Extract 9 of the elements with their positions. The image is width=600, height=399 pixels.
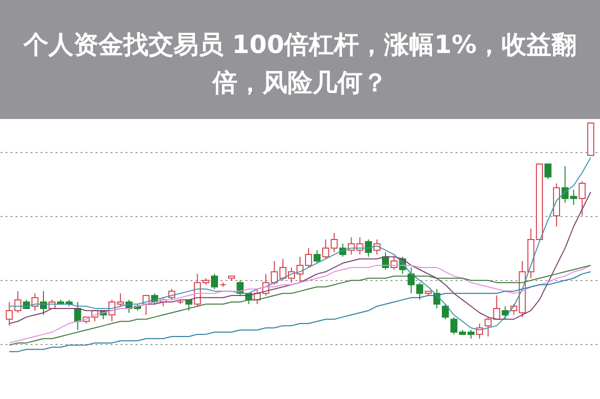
chart-title: 个人资金找交易员 100倍杠杆，涨幅1%，收益翻倍，风险几何？ <box>22 30 577 97</box>
candlestick <box>210 273 218 290</box>
candlestick <box>502 306 509 320</box>
candlestick <box>314 250 321 264</box>
candlestick <box>544 163 552 180</box>
candlestick <box>364 238 372 258</box>
candlestick <box>578 180 586 216</box>
candlestick <box>442 304 449 320</box>
candlestick <box>31 292 38 312</box>
